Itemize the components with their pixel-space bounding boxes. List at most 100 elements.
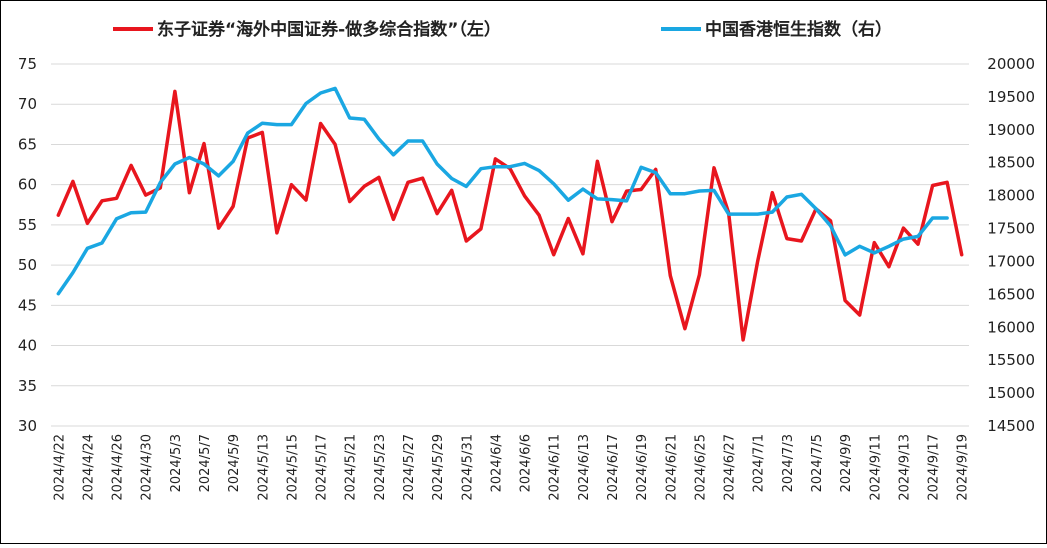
data-point-0 [960,253,963,256]
data-point-1 [333,87,337,90]
data-point-1 [202,162,206,166]
data-point-0 [363,185,366,188]
data-point-1 [698,189,701,193]
x-tick-label: 2024/6/17 [606,434,621,501]
data-point-1 [275,123,279,126]
left-tick-label: 70 [18,95,37,113]
left-tick-label: 50 [18,256,37,274]
data-point-1 [377,137,381,141]
left-tick-label: 35 [18,377,37,395]
data-point-1 [639,166,643,169]
left-tick-label: 75 [18,55,37,73]
x-tick-label: 2024/5/7 [198,434,213,492]
data-point-1 [304,102,308,105]
data-point-1 [86,247,89,250]
legend: 东子证券“海外中国证券-做多综合指数”（左） 中国香港恒生指数（右） [113,19,892,40]
x-tick-label: 2024/5/23 [373,434,388,501]
left-tick-label: 45 [18,296,37,314]
data-point-1 [100,241,104,245]
right-tick-label: 18000 [987,187,1035,205]
x-tick-label: 2024/5/21 [344,434,359,501]
data-point-1 [129,211,133,214]
data-point-1 [523,162,526,165]
data-point-1 [785,195,789,199]
left-axis-ticks: 30 35 40 45 50 55 60 65 70 75 [18,55,37,435]
data-point-0 [712,166,716,169]
data-point-1 [567,199,570,202]
data-point-0 [639,188,643,191]
right-tick-label: 17500 [987,220,1035,238]
data-point-1 [363,118,366,121]
x-tick-label: 2024/5/27 [402,434,417,501]
right-tick-label: 16500 [987,285,1035,303]
data-point-1 [873,251,876,255]
data-point-1 [771,210,774,214]
right-tick-label: 18500 [987,154,1035,172]
data-point-0 [537,214,541,217]
data-point-0 [435,212,439,215]
data-point-1 [887,245,891,248]
data-point-1 [450,177,453,180]
x-tick-label: 2024/5/15 [285,434,300,501]
data-point-0 [57,214,60,217]
data-point-0 [406,181,410,184]
x-tick-label: 2024/6/13 [577,434,592,501]
data-point-1 [931,216,934,220]
x-tick-label: 2024/7/5 [810,434,825,492]
data-point-0 [596,160,599,163]
data-point-0 [902,226,905,230]
data-point-1 [231,160,235,163]
data-point-0 [523,194,526,198]
data-point-0 [887,265,891,268]
x-tick-label: 2024/6/25 [693,434,708,501]
data-point-1 [669,192,672,195]
right-tick-label: 14500 [987,417,1035,435]
data-point-0 [945,181,949,184]
data-point-1 [159,181,162,184]
data-point-0 [129,164,133,167]
data-point-0 [785,237,789,240]
legend-label-haiwai-index: 东子证券“海外中国证券-做多综合指数”（左） [157,19,501,40]
data-point-1 [435,162,439,166]
data-point-0 [115,197,118,200]
data-point-1 [173,162,177,166]
series-layer [56,86,964,342]
data-point-0 [100,199,104,202]
x-tick-label: 2024/9/19 [956,434,971,501]
data-point-1 [843,253,847,257]
data-point-1 [610,198,614,201]
data-point-0 [654,168,657,171]
data-point-0 [800,239,803,243]
data-point-0 [261,131,264,134]
data-point-1 [596,197,599,201]
x-tick-label: 2024/6/21 [664,434,679,501]
data-point-0 [392,218,395,221]
data-point-1 [246,131,249,135]
data-point-0 [304,198,308,202]
data-point-0 [683,327,687,330]
data-point-1 [465,185,468,188]
data-point-0 [217,226,220,230]
data-point-1 [581,187,585,191]
data-point-0 [231,205,235,208]
data-point-1 [625,199,628,203]
data-point-0 [144,193,147,197]
x-tick-label: 2024/5/9 [227,434,242,492]
right-axis-ticks: 14500 15000 15500 16000 16500 17000 17500 18000… [987,55,1035,435]
data-point-1 [814,207,818,210]
x-tick-label: 2024/7/1 [752,434,767,492]
data-point-0 [319,122,322,125]
data-point-0 [625,189,628,193]
left-tick-label: 60 [18,176,37,194]
data-point-1 [71,271,75,274]
data-point-0 [698,273,701,276]
data-point-0 [377,176,381,179]
data-point-1 [348,116,351,120]
data-point-0 [494,157,497,161]
x-tick-label: 2024/5/13 [256,434,271,501]
data-point-0 [829,219,832,223]
x-tick-label: 2024/9/11 [868,434,883,501]
data-point-0 [71,180,75,183]
x-tick-label: 2024/4/30 [140,434,155,501]
